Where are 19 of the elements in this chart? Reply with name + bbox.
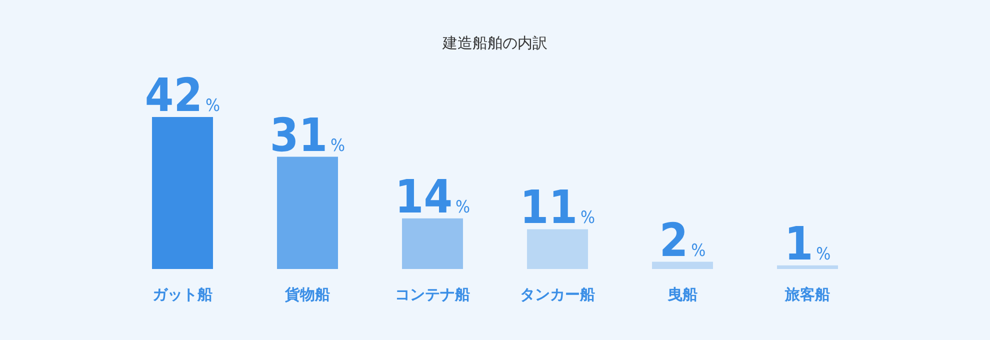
data-label: 31%	[270, 108, 346, 162]
x-tick-label: 曳船	[668, 286, 698, 304]
data-label: 1%	[784, 216, 831, 270]
data-label: 2%	[659, 212, 706, 267]
data-label: 11%	[520, 180, 596, 234]
bar	[527, 229, 588, 269]
bar	[402, 218, 463, 269]
x-tick-label: コンテナ船	[395, 286, 470, 304]
x-tick-label: ガット船	[152, 286, 212, 304]
data-label: 14%	[394, 169, 470, 224]
data-label: 42%	[144, 68, 220, 122]
x-tick-label: 貨物船	[284, 286, 330, 304]
bar	[152, 117, 213, 269]
x-tick-label: 旅客船	[784, 286, 830, 304]
bar	[652, 262, 713, 269]
chart-title: 建造船舶の内訳	[441, 34, 548, 53]
bar	[277, 156, 338, 269]
bar	[777, 265, 838, 269]
x-tick-label: タンカー船	[520, 286, 595, 304]
